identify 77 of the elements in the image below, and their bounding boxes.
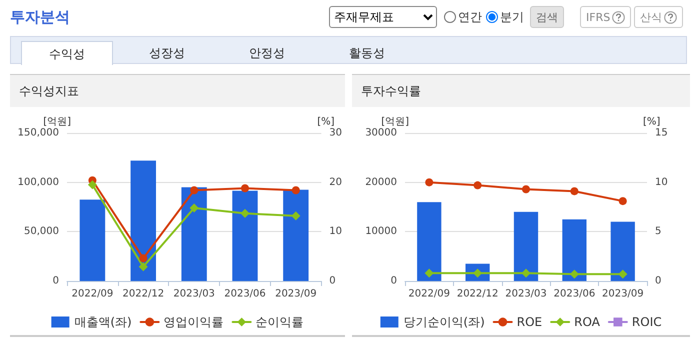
point bbox=[618, 197, 627, 206]
y-tick-label: 0 bbox=[52, 276, 59, 286]
point bbox=[190, 203, 199, 212]
x-tick-label: 2022/09 bbox=[72, 288, 114, 300]
point bbox=[88, 180, 97, 190]
y-tick-label: 100,000 bbox=[18, 176, 59, 188]
bar bbox=[181, 187, 207, 281]
y2-tick-label: 20 bbox=[329, 176, 342, 188]
y-tick-label: 50,000 bbox=[24, 226, 59, 238]
text: 안정성 bbox=[248, 45, 286, 62]
legend-label: ROE bbox=[516, 315, 542, 329]
bar bbox=[610, 222, 635, 281]
y-tick-label: 20000 bbox=[365, 176, 397, 188]
legend-label: 영업이익률 bbox=[164, 315, 224, 329]
x-tick-label: 2022/12 bbox=[122, 288, 164, 300]
point bbox=[292, 186, 300, 194]
point bbox=[474, 181, 482, 190]
point bbox=[424, 268, 434, 278]
legend-label: ROA bbox=[574, 315, 601, 329]
point bbox=[522, 268, 530, 278]
point bbox=[570, 270, 579, 279]
y-tick-label: 0 bbox=[390, 276, 397, 286]
point bbox=[190, 186, 198, 194]
point bbox=[291, 211, 300, 220]
legend-label: 당기순이익(좌) bbox=[403, 315, 485, 329]
text: 활동성 bbox=[348, 45, 386, 62]
point bbox=[241, 184, 249, 192]
y2-tick-label: 5 bbox=[655, 226, 662, 238]
point bbox=[240, 208, 250, 218]
y2-tick-label: 15 bbox=[655, 128, 668, 138]
y-axis-title: [억원] bbox=[381, 116, 410, 128]
text: 수익성 bbox=[21, 41, 113, 65]
y-tick-label: 10000 bbox=[365, 226, 397, 238]
point bbox=[139, 254, 148, 262]
x-tick-label: 2022/09 bbox=[408, 288, 450, 300]
text: 성장성 bbox=[148, 45, 186, 62]
text: 분기 bbox=[500, 8, 524, 26]
x-tick-label: 2023/09 bbox=[275, 288, 317, 300]
y2-tick-label: 10 bbox=[655, 176, 668, 188]
point bbox=[425, 178, 434, 186]
chart-title: 투자수익률 bbox=[352, 75, 690, 107]
legend-label: ROIC bbox=[632, 315, 662, 329]
x-tick-label: 2023/06 bbox=[224, 288, 266, 300]
bar bbox=[232, 190, 258, 281]
legend-label: 매출액(좌) bbox=[74, 315, 132, 329]
y2-axis-title: [%] bbox=[317, 116, 335, 128]
x-tick-label: 2023/03 bbox=[173, 288, 215, 300]
y2-tick-label: 0 bbox=[329, 276, 336, 286]
y2-tick-label: 0 bbox=[655, 276, 662, 286]
text: 투자분석 bbox=[10, 8, 70, 27]
y2-axis-title: [%] bbox=[643, 116, 660, 128]
y-tick-label: 150,000 bbox=[18, 128, 59, 138]
chart-title: 수익성지표 bbox=[10, 75, 345, 107]
x-tick-label: 2023/09 bbox=[602, 288, 644, 300]
y-axis-title: [억원] bbox=[43, 116, 72, 128]
point bbox=[138, 262, 148, 272]
x-tick-label: 2022/12 bbox=[456, 288, 498, 300]
x-tick-label: 2023/06 bbox=[554, 288, 596, 300]
point bbox=[522, 185, 530, 194]
bar bbox=[130, 160, 156, 281]
x-tick-label: 2023/03 bbox=[505, 288, 547, 300]
point bbox=[618, 270, 628, 279]
text: 산식 bbox=[640, 10, 662, 24]
bar bbox=[283, 190, 309, 281]
text: IFRS bbox=[586, 10, 610, 24]
text: 주재무제표 bbox=[329, 6, 437, 28]
bar bbox=[514, 212, 538, 281]
bar bbox=[80, 200, 106, 281]
legend-label: 순이익률 bbox=[256, 315, 304, 329]
text: 검색 bbox=[530, 6, 564, 28]
y2-tick-label: 30 bbox=[329, 128, 342, 138]
text: 연간 bbox=[458, 8, 482, 26]
point bbox=[570, 187, 578, 196]
y2-tick-label: 10 bbox=[329, 226, 342, 238]
y-tick-label: 30000 bbox=[365, 128, 397, 138]
bar bbox=[417, 202, 442, 281]
bar bbox=[562, 219, 586, 281]
